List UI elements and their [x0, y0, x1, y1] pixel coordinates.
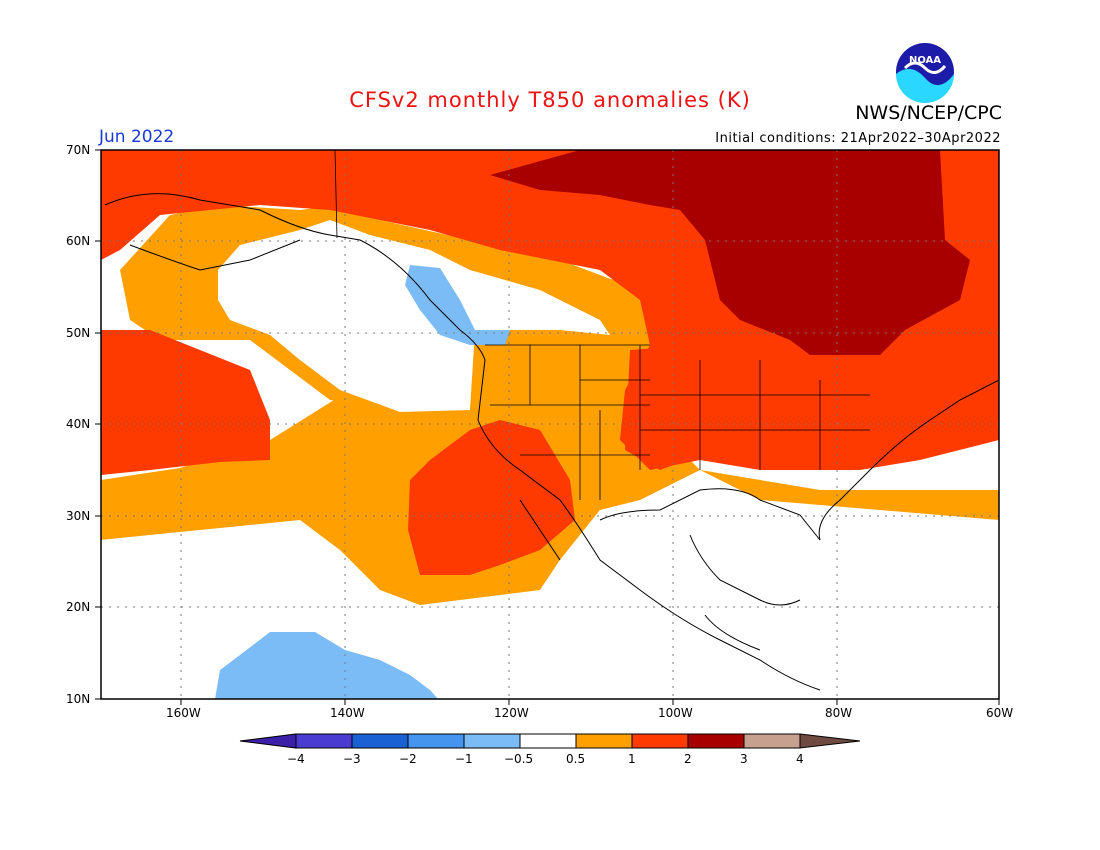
colorbar-arrow-high — [799, 733, 861, 749]
colorbar-label: 3 — [740, 752, 748, 766]
agency-label: NWS/NCEP/CPC — [855, 102, 1002, 124]
colorbar-segment — [631, 733, 689, 749]
anomaly-region-neg-0.5-1 — [405, 265, 510, 345]
logo-text: NOAA — [909, 55, 941, 66]
lat-label-20n: 20N — [66, 600, 91, 614]
anomaly-region-neg-pacific — [215, 632, 438, 699]
colorbar-segment — [407, 733, 465, 749]
colorbar-segment — [463, 733, 521, 749]
colorbar-segment — [351, 733, 409, 749]
lon-label-160w: 160W — [166, 706, 201, 720]
colorbar-label: −2 — [399, 752, 417, 766]
axis-ticks — [95, 149, 1000, 705]
colorbar-segment — [575, 733, 633, 749]
lon-label-60w: 60W — [986, 706, 1014, 720]
lon-label-120w: 120W — [494, 706, 529, 720]
colorbar-label: −1 — [455, 752, 473, 766]
colorbar-segment — [295, 733, 353, 749]
colorbar-segment — [687, 733, 745, 749]
initial-conditions-label: Initial conditions: 21Apr2022–30Apr2022 — [715, 131, 1001, 146]
colorbar-segment — [743, 733, 801, 749]
lat-label-30n: 30N — [66, 509, 91, 523]
anomaly-region-1-2-west — [101, 330, 270, 475]
colorbar-label: 2 — [684, 752, 692, 766]
gridlines — [101, 150, 999, 699]
lat-label-70n: 70N — [66, 143, 91, 157]
anomaly-region-1-2-cus — [625, 345, 960, 470]
colorbar-label: 0.5 — [566, 752, 586, 766]
colorbar-segment — [519, 733, 577, 749]
lat-label-10n: 10N — [66, 692, 91, 706]
colorbar-label: 4 — [796, 752, 804, 766]
lon-label-100w: 100W — [658, 706, 693, 720]
colorbar-label: 1 — [628, 752, 636, 766]
coastlines — [104, 193, 999, 691]
lon-label-140w: 140W — [330, 706, 365, 720]
lat-label-50n: 50N — [66, 326, 91, 340]
lon-label-80w: 80W — [825, 706, 853, 720]
anomaly-region-1-2-sw — [408, 420, 575, 575]
anomaly-region-2-3 — [490, 150, 970, 355]
lat-label-40n: 40N — [66, 417, 91, 431]
noaa-logo-icon: NOAA — [894, 41, 956, 103]
anomaly-region-neutral-ak — [218, 220, 610, 412]
map-title: CFSv2 monthly T850 anomalies (K) — [349, 88, 751, 112]
colorbar-label: −0.5 — [504, 752, 534, 766]
colorbar-arrow-low — [239, 733, 297, 749]
colorbar-label: −4 — [287, 752, 305, 766]
colorbar-label: −3 — [343, 752, 361, 766]
lat-label-60n: 60N — [66, 234, 91, 248]
valid-month-label: Jun 2022 — [99, 127, 175, 147]
borders — [334, 149, 870, 500]
